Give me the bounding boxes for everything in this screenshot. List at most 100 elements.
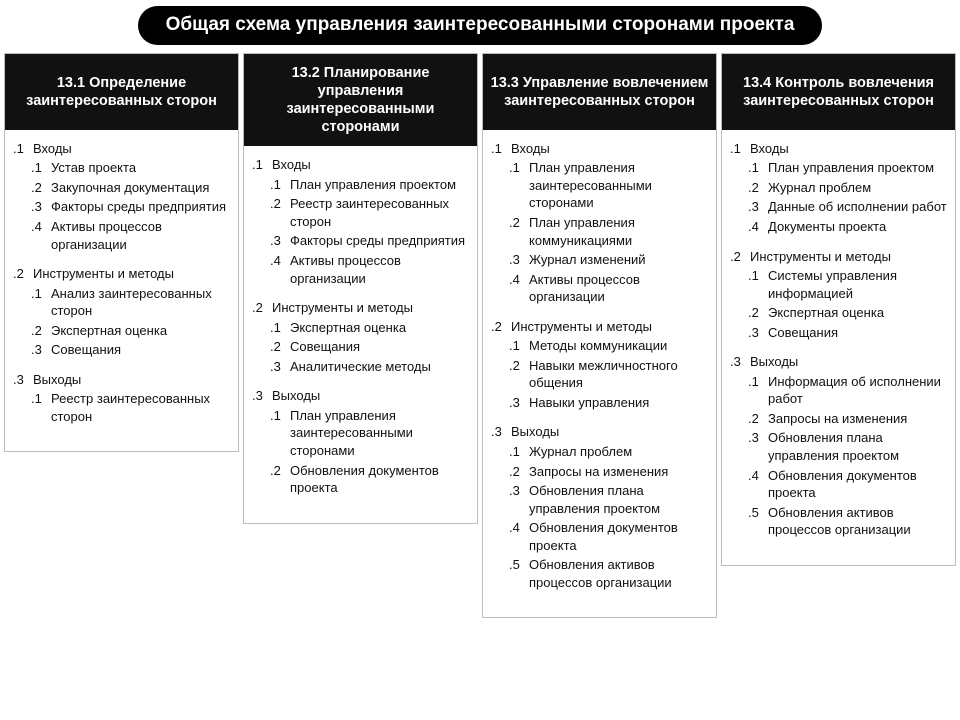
item-number: .4 <box>748 218 762 236</box>
item-text: Экспертная оценка <box>768 304 947 322</box>
item-number: .1 <box>270 407 284 460</box>
section-title: .1Входы <box>252 156 469 174</box>
list-item: .2Реестр заинтересованных сторон <box>270 195 469 230</box>
list-item: .1План управления проектом <box>748 159 947 177</box>
section-items: .1План управления заинтересованными стор… <box>491 159 708 305</box>
list-item: .1План управления заинтересованными стор… <box>509 159 708 212</box>
item-number: .2 <box>270 338 284 356</box>
item-text: Системы управления информацией <box>768 267 947 302</box>
section: .2Инструменты и методы.1Анализ заинтерес… <box>13 265 230 359</box>
item-text: Реестр заинтересованных сторон <box>51 390 230 425</box>
section: .1Входы.1 Устав проекта .2 Закупочная докум… <box>13 140 230 253</box>
item-text: Совещания <box>768 324 947 342</box>
item-number: .3 <box>509 251 523 269</box>
item-text: Экспертная оценка <box>290 319 469 337</box>
item-text: Совещания <box>290 338 469 356</box>
list-item: .3Навыки управления <box>509 394 708 412</box>
section-items: .1 План управления проектом.2Реестр заинт… <box>252 176 469 287</box>
item-text: Экспертная оценка <box>51 322 230 340</box>
column-body: .1 Входы.1План управления заинтересованны… <box>483 130 716 618</box>
section-title: .1Входы <box>730 140 947 158</box>
item-text: Журнал изменений <box>529 251 708 269</box>
item-number: .2 <box>270 195 284 230</box>
list-item: .3Обновления плана управления проектом <box>748 429 947 464</box>
section-number: .3 <box>491 423 505 441</box>
section-items: .1План управления заинтересованными стор… <box>252 407 469 497</box>
item-text: Активы процессов организации <box>51 218 230 253</box>
item-text: Обновления активов процессов организации <box>768 504 947 539</box>
item-text: Документы проекта <box>768 218 947 236</box>
title-wrap: Общая схема управления заинтересованными… <box>0 0 960 53</box>
item-text: Закупочная документация <box>51 179 230 197</box>
column-header: 13.3 Управление вовлечением заинтересова… <box>483 54 716 130</box>
section: .2Инструменты и методы.1Экспертная оценк… <box>252 299 469 375</box>
item-number: .3 <box>748 198 762 216</box>
item-text: Методы коммуникации <box>529 337 708 355</box>
item-number: .1 <box>31 159 45 177</box>
section: .3 Выходы .1Информация об исполнении работ… <box>730 353 947 538</box>
item-text: Факторы среды предприятия <box>51 198 230 216</box>
item-number: .3 <box>270 232 284 250</box>
columns-container: 13.1 Определение заинтересованных сторон… <box>0 53 960 619</box>
item-number: .3 <box>748 324 762 342</box>
list-item: .1Системы управления информацией <box>748 267 947 302</box>
item-number: .2 <box>31 179 45 197</box>
list-item: .1Реестр заинтересованных сторон <box>31 390 230 425</box>
section-number: .1 <box>730 140 744 158</box>
process-column: 13.4 Контроль вовлечения заинтересованны… <box>721 53 956 566</box>
section-label: Инструменты и методы <box>33 265 174 283</box>
column-body: .1Входы.1План управления проектом.2Журна… <box>722 130 955 565</box>
item-text: Анализ заинтересованных сторон <box>51 285 230 320</box>
item-text: План управления коммуникациями <box>529 214 708 249</box>
column-header: 13.4 Контроль вовлечения заинтересованны… <box>722 54 955 130</box>
section-items: .1Анализ заинтересованных сторон.2Экспер… <box>13 285 230 359</box>
list-item: .1 План управления проектом <box>270 176 469 194</box>
section-number: .1 <box>491 140 505 158</box>
section-title: .3Выходы <box>13 371 230 389</box>
item-text: Обновления документов проекта <box>290 462 469 497</box>
section-items: .1План управления проектом.2Журнал пробл… <box>730 159 947 235</box>
list-item: .3Обновления плана управления проектом <box>509 482 708 517</box>
section-title: .1 Входы <box>491 140 708 158</box>
item-text: Навыки управления <box>529 394 708 412</box>
item-text: Устав проекта <box>51 159 230 177</box>
item-text: Факторы среды предприятия <box>290 232 469 250</box>
list-item: .4Активы процессов организации <box>509 271 708 306</box>
process-column: 13.2 Планирование управления заинтересов… <box>243 53 478 524</box>
list-item: .5Обновления активов процессов организац… <box>509 556 708 591</box>
section-items: .1Реестр заинтересованных сторон <box>13 390 230 425</box>
item-text: Совещания <box>51 341 230 359</box>
list-item: .3Аналитические методы <box>270 358 469 376</box>
column-header: 13.1 Определение заинтересованных сторон <box>5 54 238 130</box>
section-label: Инструменты и методы <box>511 318 652 336</box>
section-title: .1Входы <box>13 140 230 158</box>
section-items: .1Экспертная оценка.2 Совещания .3Аналитич… <box>252 319 469 376</box>
item-number: .3 <box>509 482 523 517</box>
section-number: .3 <box>13 371 27 389</box>
section-title: .3Выходы <box>491 423 708 441</box>
item-number: .3 <box>31 341 45 359</box>
item-number: .3 <box>748 429 762 464</box>
section-label: Выходы <box>750 353 798 371</box>
section: .1 Входы.1План управления заинтересованны… <box>491 140 708 306</box>
section-label: Входы <box>511 140 550 158</box>
section-label: Входы <box>33 140 72 158</box>
section: .2Инструменты и методы.1Системы управлен… <box>730 248 947 342</box>
list-item: .2Навыки межличностного общения <box>509 357 708 392</box>
item-text: Информация об исполнении работ <box>768 373 947 408</box>
item-number: .1 <box>748 159 762 177</box>
item-number: .1 <box>270 176 284 194</box>
item-number: .2 <box>748 304 762 322</box>
section-items: .1Информация об исполнении работ.2Запрос… <box>730 373 947 539</box>
item-text: План управления проектом <box>290 176 469 194</box>
list-item: .3 Совещания <box>31 341 230 359</box>
item-text: Обновления документов проекта <box>529 519 708 554</box>
list-item: .1Экспертная оценка <box>270 319 469 337</box>
item-number: .1 <box>31 390 45 425</box>
list-item: .4Обновления документов проекта <box>509 519 708 554</box>
list-item: .4 Документы проекта <box>748 218 947 236</box>
list-item: .1Журнал проблем <box>509 443 708 461</box>
list-item: .3 Факторы среды предприятия <box>270 232 469 250</box>
item-text: Журнал проблем <box>768 179 947 197</box>
list-item: .2 Экспертная оценка <box>748 304 947 322</box>
